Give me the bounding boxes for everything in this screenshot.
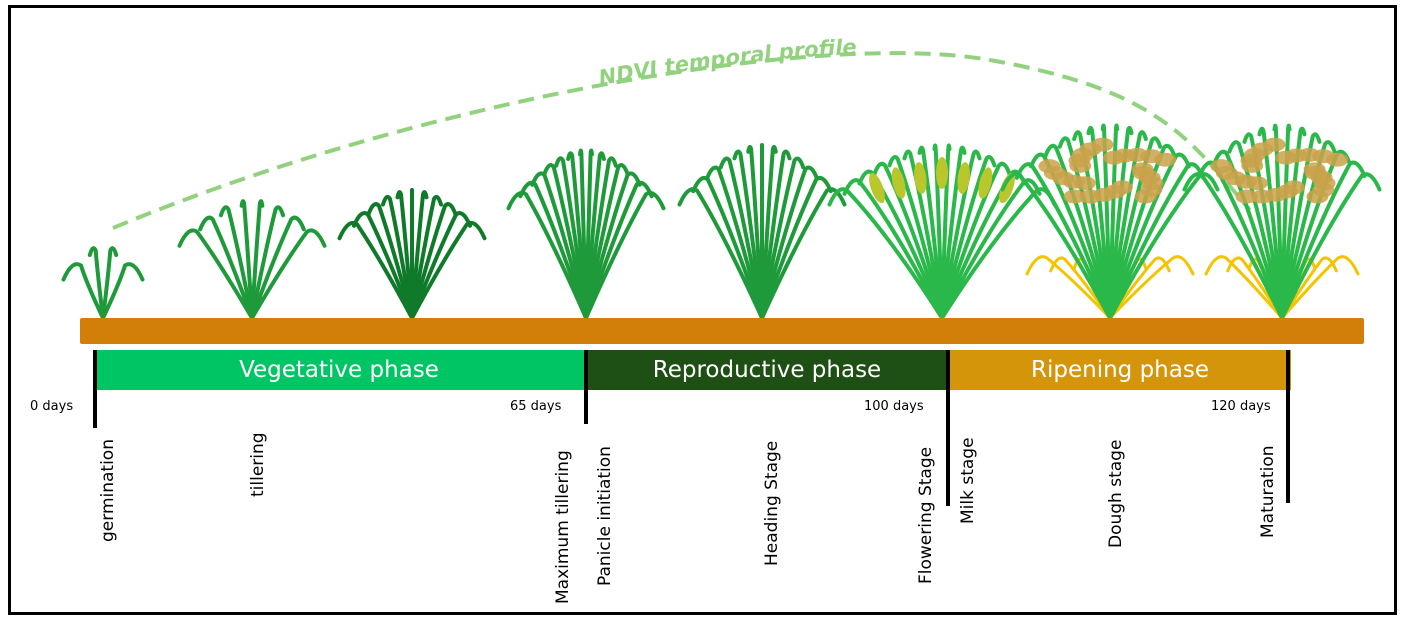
stage-label-heading-stage: Heading Stage xyxy=(762,440,782,566)
stage-label-tillering: tillering xyxy=(248,432,268,497)
day-label-0: 0 days xyxy=(30,399,74,414)
plant-1 xyxy=(61,246,145,320)
plant-2 xyxy=(177,199,327,320)
plant-5 xyxy=(677,143,847,320)
ndvi-curve xyxy=(112,51,1252,230)
plant-illustrations xyxy=(61,123,1382,320)
day-label-65: 65 days xyxy=(510,399,562,414)
day-label-120: 120 days xyxy=(1211,399,1271,414)
plant-4 xyxy=(506,148,666,320)
day-label-100: 100 days xyxy=(864,399,924,414)
stage-label-panicle-initiation: Panicle initiation xyxy=(595,446,615,586)
stage-label-milk-stage: Milk stage xyxy=(958,437,978,524)
ndvi-label: NDVI temporal profile xyxy=(597,35,857,90)
stage-label-maturation: Maturation xyxy=(1258,445,1278,539)
stage-label-flowering-stage: Flowering Stage xyxy=(916,446,936,584)
plant-7 xyxy=(1000,123,1220,320)
plant-6 xyxy=(827,143,1057,320)
reproductive-phase-label: Reproductive phase xyxy=(652,357,882,383)
ripening-phase-bar xyxy=(949,350,1291,390)
figure-frame xyxy=(8,5,1397,615)
plant-8 xyxy=(1182,123,1382,320)
ripening-phase-label: Ripening phase xyxy=(1031,357,1209,383)
vegetative-phase-bar xyxy=(93,350,585,390)
stage-label-maximum-tillering: Maximum tillering xyxy=(553,450,573,604)
vegetative-phase-label: Vegetative phase xyxy=(239,357,439,383)
stage-label-dough-stage: Dough stage xyxy=(1106,439,1126,548)
reproductive-phase-bar xyxy=(585,350,949,390)
plant-3 xyxy=(337,188,487,320)
soil-bar xyxy=(80,318,1364,344)
stage-label-germination: germination xyxy=(98,439,118,542)
